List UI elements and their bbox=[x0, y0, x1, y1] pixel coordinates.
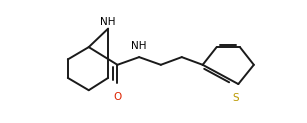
Text: S: S bbox=[233, 93, 239, 103]
Text: NH: NH bbox=[100, 17, 116, 27]
Text: O: O bbox=[113, 92, 122, 102]
Text: NH: NH bbox=[131, 41, 147, 51]
